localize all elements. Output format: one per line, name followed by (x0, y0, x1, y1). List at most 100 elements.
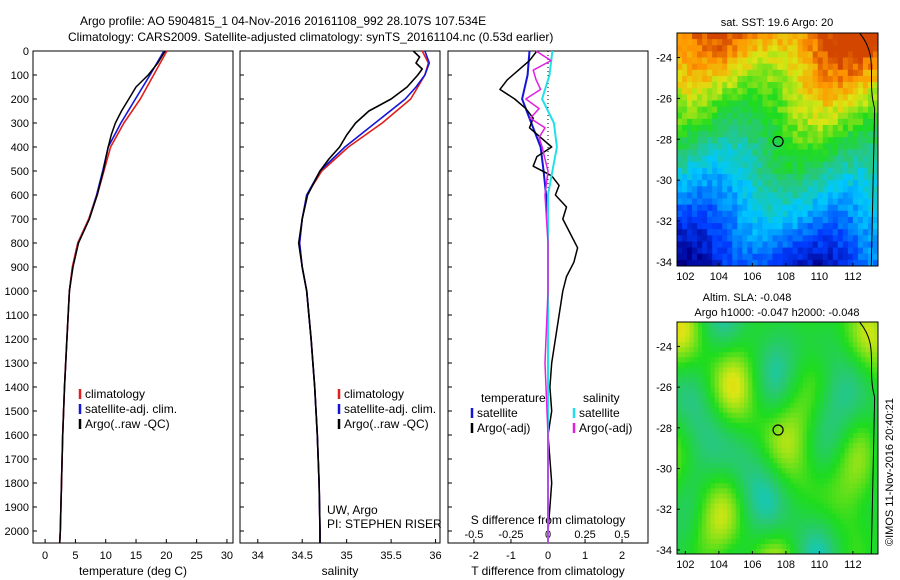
sst-map-cell (687, 180, 693, 187)
sst-map-cell (802, 100, 809, 108)
sla-map-cell (739, 402, 745, 409)
sst-map-cell (852, 174, 859, 181)
sst-map-cell (702, 137, 708, 144)
sla-map-cell (727, 427, 732, 434)
tdiff-xtick-label: 0 (545, 550, 551, 562)
sst-map-cell (697, 241, 703, 249)
difference-panel: -2 -1 0 1 2-0.5 -0.25 0 0.25 0.5T difference fro… (447, 50, 649, 578)
sla-map-cell (714, 417, 720, 424)
sla-map-cell (735, 533, 741, 540)
sla-map-cell (806, 372, 812, 378)
sla-map-cell (760, 387, 766, 394)
sst-map-cell (742, 155, 748, 163)
sla-map-cell (861, 443, 866, 449)
sla-map-cell (827, 362, 833, 368)
sst-map-cell (822, 94, 829, 101)
sla-map-cell (702, 327, 707, 333)
sst-map-cell (757, 88, 763, 95)
sst-map-cell (777, 229, 784, 236)
sla-map-cell (764, 322, 770, 328)
sla-map-cell (827, 448, 833, 454)
sla-map-cell (727, 448, 732, 454)
sla-map-cell (836, 463, 841, 469)
sla-map-cell (731, 518, 737, 525)
sla-map-cell (836, 438, 841, 444)
temperature-legend-label: Argo(..raw -QC) (85, 417, 170, 431)
sst-map-cell (762, 229, 768, 236)
sst-map-cell (782, 223, 789, 230)
sst-map-cell (687, 167, 693, 175)
sla-map-cell (819, 488, 825, 494)
sst-map-cell (867, 143, 874, 150)
sla-map-cell (731, 468, 737, 474)
sst-map-cell (802, 143, 809, 150)
sla-map-cell (760, 543, 766, 550)
sst-map-cell (742, 192, 748, 200)
sla-map-cell (777, 448, 783, 454)
sla-map-cell (840, 412, 845, 419)
sst-map-cell (692, 180, 698, 187)
sst-map-cell (772, 45, 779, 52)
sst-map-cell (782, 57, 789, 65)
sst-map-cell (762, 192, 768, 200)
sla-map-cell (744, 347, 749, 353)
sla-map-cell (831, 422, 837, 429)
sst-map-cell (842, 75, 849, 83)
sla-map-cell (802, 337, 808, 343)
sla-map-cell (727, 538, 732, 545)
sla-map-cell (836, 513, 841, 520)
sst-map-cell (872, 143, 879, 150)
sst-map-cell (807, 155, 814, 163)
sla-map-cell (764, 372, 770, 378)
sla-map-cell (873, 458, 879, 464)
sla-map-cell (723, 322, 728, 328)
sla-map-cell (744, 453, 749, 459)
sla-map-cell (697, 528, 703, 535)
sla-map-cell (718, 387, 724, 394)
sla-map-cell (840, 533, 845, 540)
sst-map-cell (742, 253, 748, 261)
sla-map-cell (790, 523, 795, 530)
sst-map-cell (692, 192, 698, 200)
sla-map-cell (794, 468, 799, 474)
sla-map-cell (723, 402, 728, 409)
sst-map-cell (842, 155, 849, 163)
sla-map-cell (836, 548, 841, 555)
sla-map-cell (873, 453, 879, 459)
sst-map-cell (862, 192, 869, 200)
sst-map-cell (862, 69, 869, 77)
sla-map-cell (844, 412, 850, 419)
sla-map-cell (836, 468, 841, 474)
sla-map-cell (831, 533, 837, 540)
sst-map-cell (842, 57, 849, 65)
sla-map-cell (873, 362, 879, 368)
sla-map-cell (831, 382, 837, 389)
sst-map-cell (872, 229, 879, 236)
sst-map-cell (797, 100, 804, 108)
sst-map-cell (817, 161, 824, 169)
sst-map-cell (747, 180, 753, 187)
sst-map-cell (812, 253, 819, 261)
sst-map-cell (767, 216, 773, 224)
sst-map-cell (787, 216, 794, 224)
sst-map-cell (687, 259, 693, 267)
sla-map-cell (823, 427, 829, 434)
sst-map-cell (757, 186, 763, 193)
sla-map-cell (718, 372, 724, 378)
sla-map-cell (760, 498, 766, 505)
sla-map-cell (857, 332, 862, 338)
sla-map-cell (794, 357, 799, 363)
sla-map-cell (710, 397, 716, 404)
sla-map-cell (865, 422, 871, 429)
sla-map-cell (865, 488, 871, 494)
sla-map-cell (815, 518, 820, 525)
sla-map-cell (848, 417, 854, 424)
sla-map-cell (840, 463, 845, 469)
sla-map-cell (777, 337, 783, 343)
sst-map-cell (797, 143, 804, 150)
sla-map-cell (718, 453, 724, 459)
sla-map-cell (811, 538, 816, 545)
sla-map-cell (857, 342, 862, 348)
sla-map-cell (748, 543, 753, 550)
sst-map-cell (727, 137, 733, 144)
